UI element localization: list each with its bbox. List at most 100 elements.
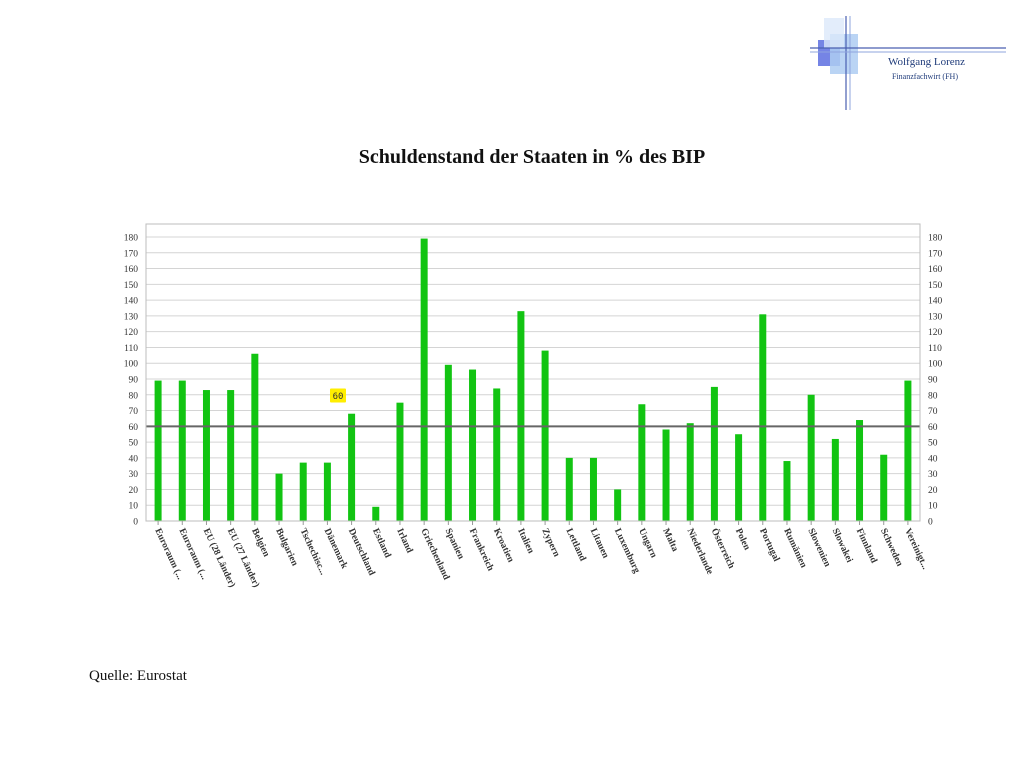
y-tick-label-left: 140 [124, 297, 139, 307]
x-tick-label: Portugal [757, 527, 781, 564]
bar [251, 353, 259, 521]
x-tick-label: Frankreich [467, 527, 496, 573]
bar [856, 420, 864, 521]
x-tick-label: Litauen [588, 527, 611, 561]
y-tick-label-left: 30 [129, 470, 139, 480]
x-tick-labels: Euroraum (...Euroraum (...EU (28 Länder)… [152, 526, 930, 589]
bar [493, 388, 501, 521]
y-tick-label-left: 150 [124, 281, 139, 291]
bar [589, 457, 597, 521]
chart-title: Schuldenstand der Staaten in % des BIP [358, 146, 706, 168]
y-tick-label-right: 100 [928, 360, 943, 370]
y-tick-label-left: 70 [129, 407, 139, 417]
axes: 0 0 10 10 20 20 30 30 40 40 50 50 60 60 70 70 80 80 90 90 10… [124, 223, 943, 528]
logo-square-pale [824, 18, 844, 48]
x-tick-label: Irland [394, 527, 414, 555]
x-tick-label: Slowenien [805, 527, 832, 569]
y-tick-label-left: 80 [129, 391, 139, 401]
y-tick-label-left: 170 [124, 249, 139, 259]
y-tick-label-left: 130 [124, 312, 139, 322]
bar [686, 423, 694, 521]
bar [807, 394, 815, 521]
bar [517, 311, 525, 521]
bar [275, 473, 283, 521]
x-tick-label: Kroatien [491, 527, 516, 565]
y-tick-label-right: 10 [928, 502, 938, 512]
logo [810, 16, 1006, 110]
x-tick-label: Polen [733, 527, 752, 552]
y-tick-label-left: 50 [129, 439, 139, 449]
logo-subtitle: Finanzfachwirt (FH) [892, 72, 958, 81]
y-tick-label-left: 60 [129, 423, 139, 433]
x-tick-label: Zypern [539, 527, 561, 559]
bar [662, 429, 670, 521]
x-tick-label: Rumänien [781, 527, 808, 570]
y-tick-label-right: 20 [928, 486, 938, 496]
y-tick-label-right: 40 [928, 454, 938, 464]
x-tick-label: Schweden [878, 527, 905, 569]
y-tick-label-right: 0 [928, 518, 933, 528]
x-tick-label: Bulgarien [273, 527, 299, 568]
bar [372, 506, 380, 521]
x-tick-label: Lettland [564, 527, 588, 563]
bar [348, 413, 356, 521]
x-tick-label: Niederlande [684, 527, 714, 576]
y-tick-label-right: 80 [928, 391, 938, 401]
reference-line-group: 60 [146, 388, 920, 428]
y-tick-label-right: 120 [928, 328, 943, 338]
bar [614, 489, 622, 521]
bar [420, 238, 428, 522]
y-tick-label-left: 180 [124, 234, 139, 244]
x-tick-label: Estland [370, 527, 393, 560]
logo-name: Wolfgang Lorenz [888, 56, 965, 68]
y-tick-label-right: 170 [928, 249, 943, 259]
y-tick-label-left: 100 [124, 360, 139, 370]
y-tick-label-right: 160 [928, 265, 943, 275]
bar [904, 380, 912, 521]
bar [154, 380, 162, 521]
y-tick-label-right: 130 [928, 312, 943, 322]
bar [565, 457, 573, 521]
x-tick-label: Dänemark [322, 527, 350, 571]
bar [783, 461, 791, 521]
y-tick-label-right: 140 [928, 297, 943, 307]
bars [154, 238, 912, 522]
y-tick-label-right: 70 [928, 407, 938, 417]
x-tick-label: Spanien [443, 527, 466, 562]
y-tick-label-right: 50 [928, 439, 938, 449]
y-tick-label-left: 10 [129, 502, 139, 512]
bar [638, 404, 646, 521]
y-tick-label-left: 0 [133, 518, 138, 528]
reference-line-label: 60 [333, 392, 344, 402]
plot-frame [145, 223, 921, 522]
x-tick-label: Ungarn [636, 527, 659, 560]
x-tick-label: Belgien [249, 527, 271, 559]
x-tick-label: Malta [660, 527, 679, 553]
y-tick-label-right: 30 [928, 470, 938, 480]
bar [541, 350, 549, 521]
y-tick-label-left: 120 [124, 328, 139, 338]
y-tick-label-right: 60 [928, 423, 938, 433]
bar [469, 369, 477, 521]
y-tick-label-left: 40 [129, 454, 139, 464]
bar [444, 364, 452, 521]
bar [759, 314, 767, 521]
x-tick-label: Luxemburg [612, 527, 641, 575]
bar [202, 390, 210, 521]
source-note: Quelle: Eurostat [89, 668, 187, 684]
y-tick-label-left: 20 [129, 486, 139, 496]
y-tick-label-right: 110 [928, 344, 942, 354]
x-tick-label: Italien [515, 527, 536, 556]
bar [710, 386, 718, 521]
bar [323, 462, 331, 521]
grid [146, 236, 920, 522]
y-tick-label-right: 180 [928, 234, 943, 244]
y-tick-label-right: 150 [928, 281, 943, 291]
bar [299, 462, 307, 521]
y-tick-label-left: 160 [124, 265, 139, 275]
bar [178, 380, 186, 521]
x-tick-label: Vereinigt... [902, 527, 930, 571]
y-tick-label-right: 90 [928, 376, 938, 386]
bar [735, 434, 743, 521]
